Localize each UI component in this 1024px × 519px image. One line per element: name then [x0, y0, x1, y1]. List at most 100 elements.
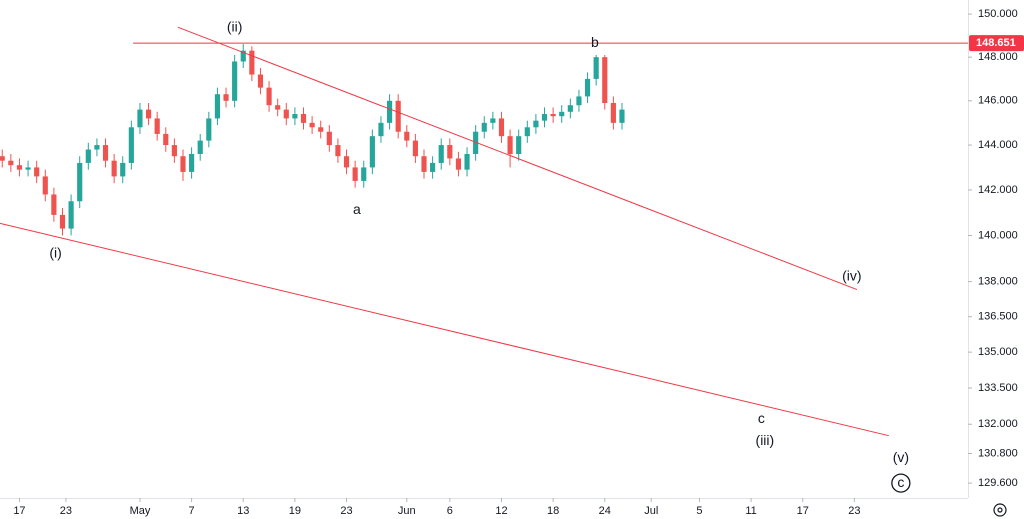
candle-body [421, 156, 427, 172]
y-tick-label: 138.000 [978, 276, 1018, 288]
x-tick-label: May [130, 505, 151, 517]
wave-label: c [758, 410, 765, 426]
candle-body [567, 105, 573, 112]
candle-body [180, 156, 186, 172]
candle-body [232, 61, 238, 101]
wave-label: (i) [49, 245, 61, 261]
candle-body [490, 118, 496, 123]
candle-body [128, 127, 134, 163]
candle-body [412, 140, 418, 157]
x-tick-label: 17 [797, 505, 809, 517]
x-tick-label: 13 [237, 505, 249, 517]
y-tick-label: 132.000 [978, 418, 1018, 430]
wave-label: (v) [893, 449, 909, 465]
annotation-circle [891, 473, 911, 493]
candle-body [42, 176, 48, 195]
candle-body [59, 214, 66, 229]
y-tick-label: 133.500 [978, 382, 1018, 394]
y-tick-label: 130.800 [978, 447, 1018, 459]
y-tick-label: 142.000 [978, 184, 1018, 196]
x-tick-label: 19 [289, 505, 301, 517]
candle-body [154, 118, 160, 134]
candle-body [16, 165, 23, 170]
candle-body [541, 114, 548, 121]
candle-body [163, 133, 169, 146]
x-tick-label: 5 [696, 505, 702, 517]
candle-body [318, 127, 324, 132]
y-tick-label: 140.000 [978, 229, 1018, 241]
x-tick-label: 11 [745, 505, 756, 517]
candle-body [335, 145, 341, 157]
wave-label: (iv) [842, 268, 861, 284]
candle-body [602, 57, 608, 104]
candle-body [516, 136, 522, 154]
trendline [0, 222, 889, 437]
wave-label: a [353, 201, 361, 217]
x-tick-label: 23 [60, 505, 72, 517]
candle-body [309, 122, 315, 128]
candle-body [206, 118, 212, 141]
candle-body [77, 162, 83, 202]
wave-label: c [897, 474, 904, 490]
candle-body [283, 109, 289, 119]
wave-label: (ii) [227, 19, 243, 35]
candle-body [361, 167, 367, 181]
y-tick-label: 146.000 [978, 95, 1018, 107]
candle-body [593, 57, 599, 79]
candle-body [524, 127, 530, 137]
candle-body [584, 78, 591, 97]
candle-body [102, 145, 109, 161]
y-tick-label: 148.000 [978, 51, 1018, 63]
candle-body [369, 136, 375, 168]
candle-body [68, 201, 74, 229]
x-tick-label: Jul [644, 505, 658, 517]
candle-body [559, 111, 565, 117]
candle-body [610, 103, 616, 123]
x-tick-label: 24 [599, 505, 611, 517]
candle-body [438, 145, 444, 163]
candle-body [352, 167, 358, 181]
candle-body [386, 100, 393, 123]
candle-body [25, 167, 31, 170]
candle-body [257, 74, 264, 88]
candle-body [34, 167, 40, 177]
settings-icon[interactable] [993, 503, 1007, 517]
x-tick-label: 23 [848, 505, 860, 517]
x-tick-label: 6 [447, 505, 453, 517]
price-label-bg [969, 35, 1024, 52]
candle-body [0, 156, 5, 161]
x-tick-label: 18 [547, 505, 559, 517]
x-tick-label: 7 [189, 505, 195, 517]
candle-body [378, 122, 384, 137]
candle-body [447, 145, 453, 159]
candle-body [619, 109, 625, 123]
candle-body [111, 160, 117, 177]
y-tick-label: 135.000 [978, 346, 1018, 358]
candle-body [292, 114, 298, 119]
trendline [177, 26, 858, 290]
candle-body [85, 149, 91, 163]
candle-body [137, 109, 143, 128]
candle-body [430, 162, 436, 172]
settings-ring[interactable] [993, 503, 1007, 517]
candle-body [8, 160, 14, 166]
y-tick-label: 144.000 [978, 139, 1018, 151]
candle-body [404, 131, 410, 141]
candle-body [51, 194, 57, 215]
y-tick-label: 150.000 [978, 8, 1018, 20]
wave-label: b [591, 34, 599, 50]
candle-body [275, 105, 281, 110]
candle-body [266, 87, 272, 106]
candle-body [507, 136, 513, 154]
candle-body [473, 131, 479, 154]
settings-center[interactable] [997, 507, 1003, 513]
candle-body [214, 94, 221, 119]
candle-body [120, 162, 126, 177]
candle-body [249, 50, 255, 75]
candle-body [455, 158, 462, 170]
x-tick-label: 12 [495, 505, 507, 517]
candle-body [533, 120, 539, 128]
candle-body [300, 114, 307, 123]
price-label: 148.651 [976, 37, 1016, 49]
